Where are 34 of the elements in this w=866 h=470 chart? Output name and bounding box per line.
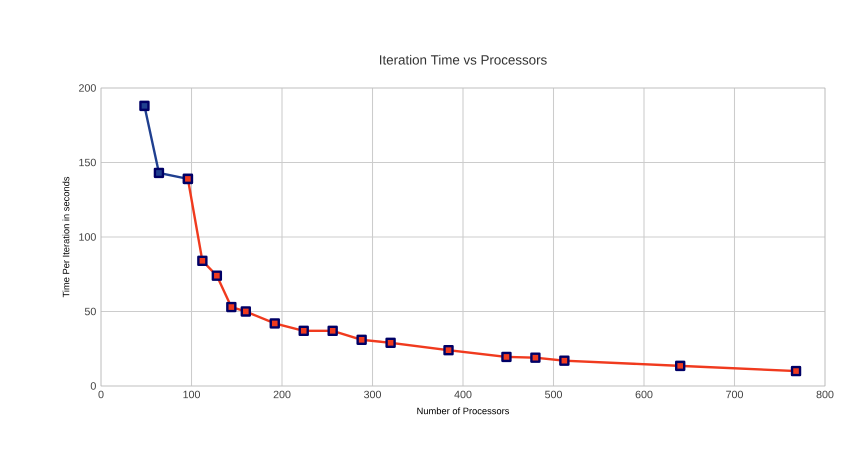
point [385,338,396,348]
point [356,334,367,345]
point [197,256,208,266]
x-tick-label: 600 [636,390,652,398]
point [559,355,570,366]
point [675,360,686,372]
x-tick-label: 0 [98,390,104,398]
y-tick-label: 100 [79,233,96,241]
x-tick-label: 200 [274,390,290,398]
x-tick-label: 700 [726,390,743,398]
point [212,270,222,281]
y-tick-label: 150 [79,158,96,166]
chart-title: Iteration Time vs Processors [380,54,547,65]
y-axis-title: Time Per Iteration in seconds [62,176,70,298]
point [298,326,309,336]
x-tick-label: 300 [364,390,381,398]
x-tick-label: 100 [183,390,200,398]
point [790,366,802,376]
point [501,352,512,362]
point [327,326,338,336]
point [240,306,252,317]
x-tick-label: 500 [545,390,562,398]
x-tick-label: 400 [454,390,472,398]
y-tick-label: 200 [79,84,96,92]
y-tick-label: 50 [84,308,96,316]
point [530,352,541,363]
point [443,345,454,356]
point [154,168,164,178]
point [270,318,280,329]
point [226,302,237,312]
x-axis-title: Number of Processors [417,407,510,414]
x-tick-label: 800 [816,390,834,398]
y-tick-label: 0 [90,382,96,390]
point [139,100,150,112]
